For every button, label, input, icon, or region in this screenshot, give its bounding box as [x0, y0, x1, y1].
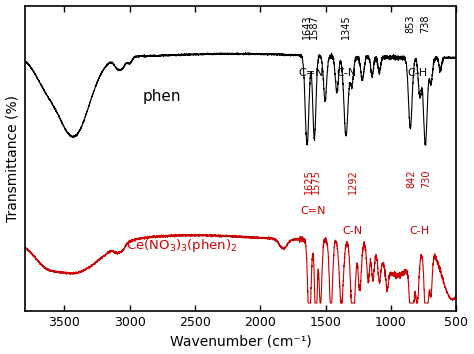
Text: 1643: 1643 [302, 14, 312, 39]
Text: C=N: C=N [298, 68, 323, 78]
Text: 1345: 1345 [341, 14, 351, 39]
Text: C-H: C-H [408, 68, 428, 78]
X-axis label: Wavenumber (cm⁻¹): Wavenumber (cm⁻¹) [170, 335, 311, 348]
Text: phen: phen [143, 88, 182, 104]
Text: 730: 730 [421, 170, 431, 188]
Text: 1292: 1292 [348, 170, 358, 194]
Y-axis label: Transmittance (%): Transmittance (%) [6, 95, 19, 222]
Text: 1625: 1625 [304, 170, 314, 194]
Text: C=N: C=N [300, 206, 326, 216]
Text: C-N: C-N [336, 68, 356, 78]
Text: 1587: 1587 [310, 14, 319, 39]
Text: C-N: C-N [343, 226, 363, 236]
Text: 1575: 1575 [311, 170, 321, 194]
Text: C-H: C-H [409, 226, 429, 236]
Text: 842: 842 [407, 170, 417, 188]
Text: 738: 738 [420, 14, 430, 33]
Text: Ce(NO$_3$)$_3$(phen)$_2$: Ce(NO$_3$)$_3$(phen)$_2$ [126, 238, 238, 255]
Text: 853: 853 [405, 14, 415, 33]
